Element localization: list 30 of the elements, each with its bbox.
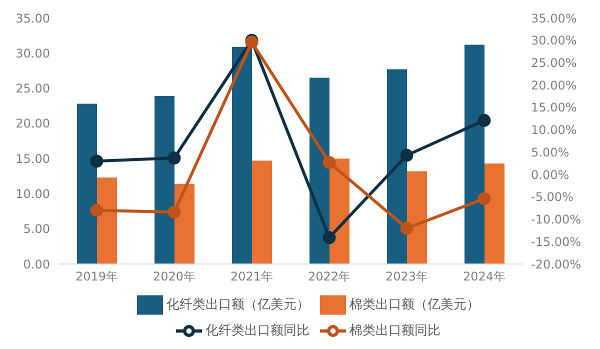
y2-tick-label: 35.00% xyxy=(531,11,577,26)
y-tick-label: 0.00 xyxy=(23,257,50,272)
legend-label: 棉类出口额（亿美元） xyxy=(350,298,480,313)
x-tick-label: 2020年 xyxy=(152,270,196,284)
y2-tick-label: 5.00% xyxy=(531,145,570,160)
x-tick-label: 2022年 xyxy=(308,270,351,284)
y-tick-label: 5.00 xyxy=(23,222,50,236)
x-tick-label: 2023年 xyxy=(385,270,428,284)
legend-label: 化纤类出口额（亿美元） xyxy=(166,298,310,313)
y-tick-label: 20.00 xyxy=(16,116,50,131)
x-tick-label: 2021年 xyxy=(230,270,274,284)
y2-tick-label: -5.00% xyxy=(531,190,574,204)
y2-tick-label: 25.00% xyxy=(531,56,577,70)
x-tick-label: 2024年 xyxy=(462,270,506,284)
legend-label: 棉类出口额同比 xyxy=(350,324,440,339)
y-tick-label: 10.00 xyxy=(16,186,50,201)
y2-tick-label: 20.00% xyxy=(531,78,577,92)
y2-tick-label: 30.00% xyxy=(531,34,577,48)
y2-tick-label: -20.00% xyxy=(531,257,582,272)
legend-label: 化纤类出口额同比 xyxy=(206,324,310,339)
y2-tick-label: 0.00% xyxy=(531,168,570,182)
y2-tick-label: -15.00% xyxy=(531,234,582,249)
y2-tick-label: 15.00% xyxy=(531,100,577,115)
y-tick-label: 35.00 xyxy=(16,11,50,26)
y2-tick-label: -10.00% xyxy=(531,212,582,227)
y2-tick-label: 10.00% xyxy=(531,123,577,138)
y-tick-label: 15.00 xyxy=(16,152,50,166)
y-tick-label: 30.00 xyxy=(16,46,50,60)
x-tick-label: 2019年 xyxy=(75,270,118,284)
y-tick-label: 25.00 xyxy=(16,82,50,96)
